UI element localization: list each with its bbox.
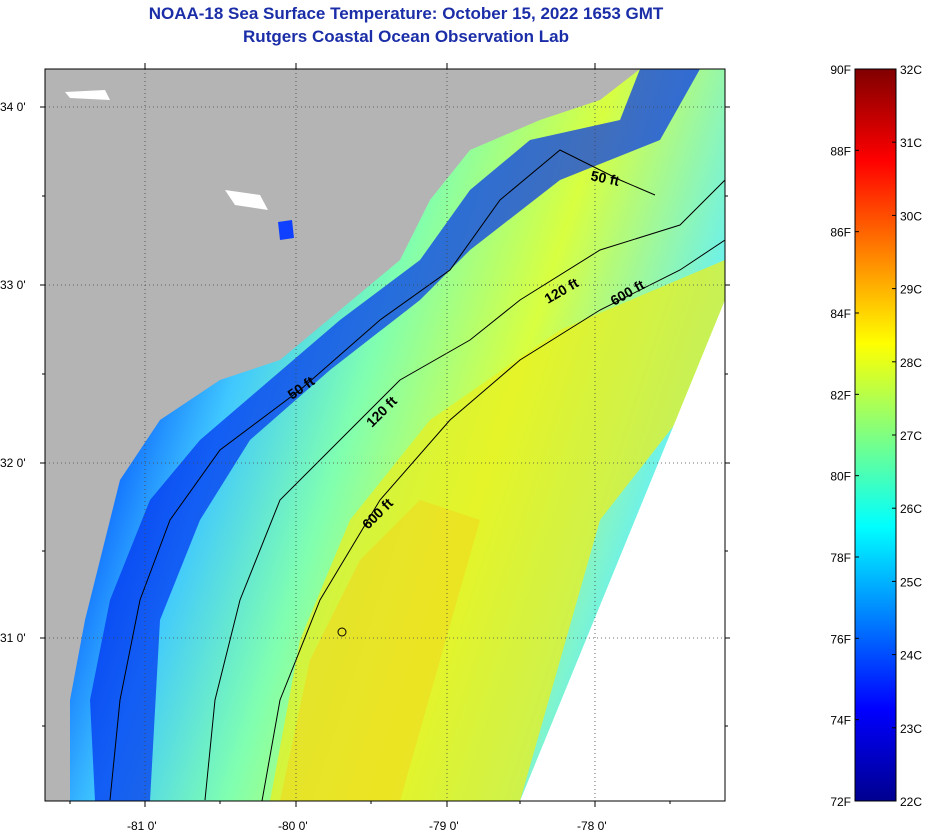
map-subtitle: Rutgers Coastal Ocean Observation Lab — [243, 27, 569, 46]
contour-50ft — [109, 149, 656, 801]
warm-core — [280, 500, 480, 801]
graticule — [45, 69, 725, 801]
contour-120ft — [204, 179, 725, 801]
colorbar-label-c: 30C — [900, 209, 922, 223]
colorbar-label-f: 72F — [830, 795, 851, 809]
lon-label-81: -81 0' — [127, 819, 157, 832]
no-data-region — [520, 300, 725, 801]
colorbar-label-f: 74F — [830, 714, 851, 728]
colorbar-label-f: 88F — [830, 144, 851, 158]
colorbar-label-f: 82F — [830, 388, 851, 402]
colorbar-label-f: 90F — [830, 63, 851, 77]
colorbar-label-f: 84F — [830, 307, 851, 321]
colorbar-label-c: 27C — [900, 429, 922, 443]
colorbar-label-c: 25C — [900, 575, 922, 589]
contour-600ft-eddy — [337, 627, 347, 637]
axis-ticks — [40, 63, 730, 807]
land-area — [45, 69, 640, 801]
contour-600ft — [261, 239, 725, 801]
colorbar-label-c: 29C — [900, 283, 922, 297]
map-title: NOAA-18 Sea Surface Temperature: October… — [148, 4, 664, 23]
lake — [225, 190, 268, 210]
lat-label-31: 31 0' — [0, 631, 26, 645]
lat-label-32: 32 0' — [0, 456, 26, 470]
colorbar-label-f: 80F — [830, 470, 851, 484]
colorbar-label-f: 86F — [830, 226, 851, 240]
lon-label-79: -79 0' — [429, 819, 459, 832]
colorbar-label-c: 24C — [900, 649, 922, 663]
lake — [278, 220, 294, 240]
lake — [65, 90, 110, 100]
nearshore-cold-band — [90, 69, 700, 801]
colorbar-label-c: 26C — [900, 502, 922, 516]
colorbar-label-f: 76F — [830, 632, 851, 646]
lat-label-34: 34 0' — [0, 100, 26, 114]
colorbar-label-c: 23C — [900, 722, 922, 736]
colorbar-label-c: 22C — [900, 795, 922, 809]
colorbar-label-c: 31C — [900, 136, 922, 150]
contour-label-50ft: 50 ft — [589, 167, 621, 189]
lat-label-33: 33 0' — [0, 278, 26, 292]
colorbar-label-c: 32C — [900, 63, 922, 77]
map-frame — [44, 68, 726, 802]
lon-label-78: -78 0' — [577, 819, 607, 832]
colorbar-label-c: 28C — [900, 356, 922, 370]
colorbar-label-f: 78F — [830, 551, 851, 565]
colorbar-scale — [854, 68, 897, 802]
lon-label-80: -80 0' — [278, 819, 308, 832]
